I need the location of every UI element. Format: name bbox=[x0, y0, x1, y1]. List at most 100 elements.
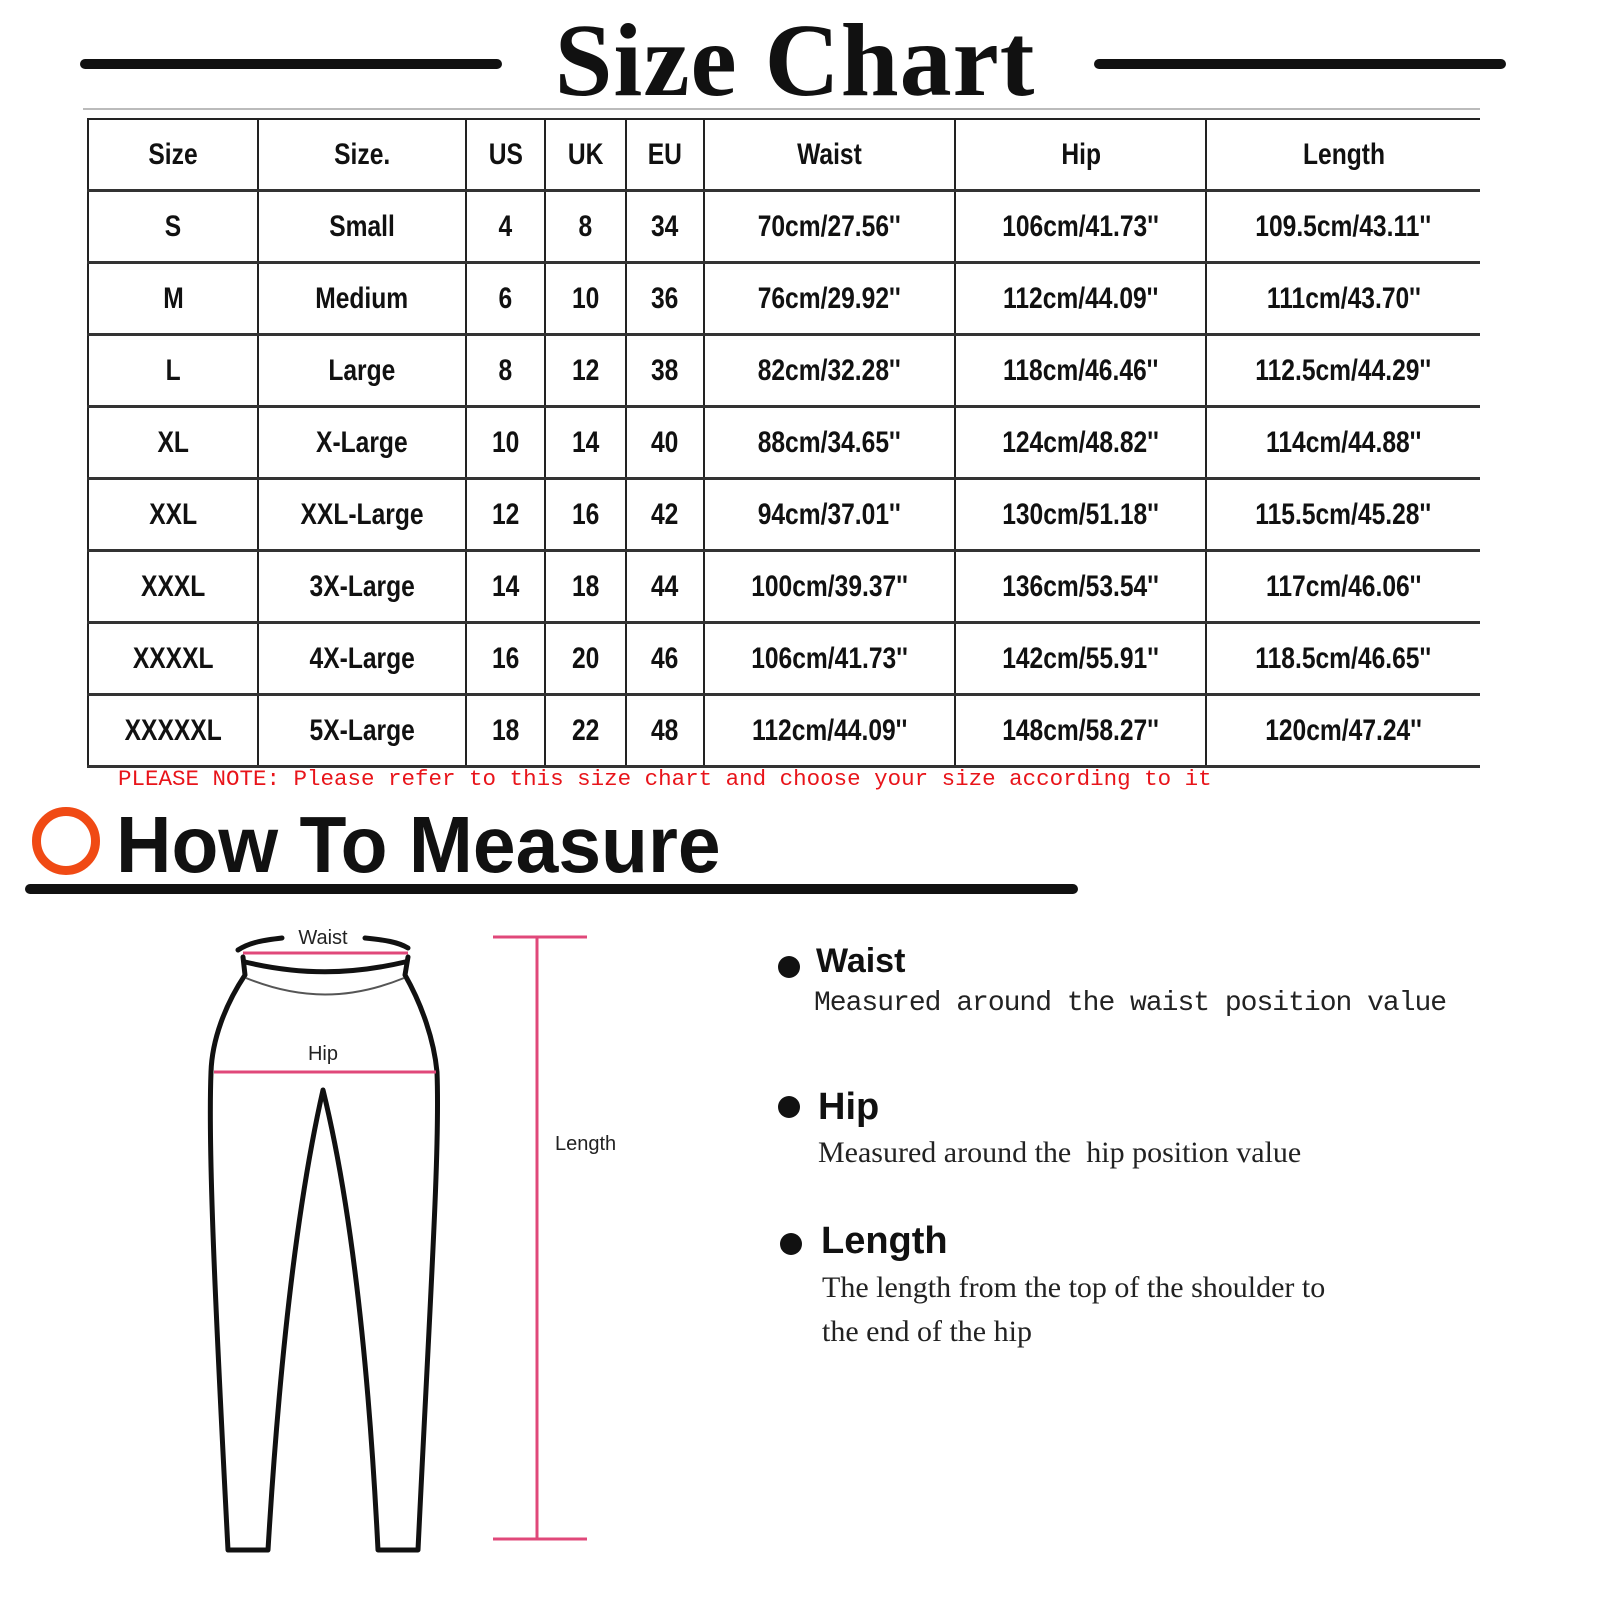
table-cell: L bbox=[86, 333, 260, 408]
waistband-edge bbox=[242, 959, 408, 975]
table-cell: 40 bbox=[624, 405, 705, 480]
column-header-label: Size. bbox=[333, 137, 390, 171]
table-cell: 20 bbox=[544, 621, 627, 696]
table-cell-text: 18 bbox=[491, 713, 520, 747]
table-cell-text: XXL bbox=[149, 497, 197, 531]
table-cell: 118cm/46.46'' bbox=[954, 333, 1208, 408]
table-cell: XXL-Large bbox=[257, 477, 467, 552]
table-cell-text: 46 bbox=[651, 641, 679, 675]
table-cell: 148cm/58.27'' bbox=[954, 693, 1208, 768]
measure-length-label: Length bbox=[821, 1220, 948, 1262]
measure-waist-desc: Measured around the waist position value bbox=[814, 988, 1447, 1019]
table-cell: 18 bbox=[464, 693, 547, 768]
table-row: XXXL 3X-Large 14 18 44 100cm/39.37'' 136cm/53.… bbox=[86, 549, 1480, 624]
table-cell-text: 82cm/32.28'' bbox=[757, 353, 901, 387]
table-cell-text: 148cm/58.27'' bbox=[1002, 713, 1160, 747]
table-cell: XXL bbox=[86, 477, 260, 552]
table-cell-text: 16 bbox=[571, 497, 600, 531]
table-cell: 130cm/51.18'' bbox=[954, 477, 1208, 552]
table-cell: 106cm/41.73'' bbox=[954, 189, 1208, 264]
table-top-border bbox=[83, 108, 1480, 110]
table-cell: 36 bbox=[624, 261, 705, 336]
table-cell-text: 124cm/48.82'' bbox=[1002, 425, 1160, 459]
table-cell: 44 bbox=[624, 549, 705, 624]
bullet-icon bbox=[780, 1233, 802, 1255]
table-cell-text: 20 bbox=[571, 641, 600, 675]
table-cell: 109.5cm/43.11'' bbox=[1205, 189, 1480, 264]
diagram-label-hip: Hip bbox=[308, 1043, 338, 1065]
table-cell-text: 8 bbox=[498, 353, 513, 387]
table-cell-text: 109.5cm/43.11'' bbox=[1255, 209, 1432, 243]
table-cell: 6 bbox=[464, 261, 547, 336]
table-cell-text: 16 bbox=[491, 641, 520, 675]
page-title: Size Chart bbox=[554, 3, 1036, 118]
table-row: XXXXL 4X-Large 16 20 46 106cm/41.73'' 142cm/55… bbox=[86, 621, 1480, 696]
table-cell: 70cm/27.56'' bbox=[702, 189, 957, 264]
table-cell-text: 117cm/46.06'' bbox=[1265, 569, 1422, 603]
table-cell: XXXL bbox=[86, 549, 260, 624]
measure-hip-desc: Measured around the hip position value bbox=[818, 1136, 1302, 1169]
table-row: XL X-Large 10 14 40 88cm/34.65'' 124cm/48.82''… bbox=[86, 405, 1480, 480]
table-cell: 14 bbox=[544, 405, 627, 480]
table-cell: 12 bbox=[544, 333, 627, 408]
table-cell-text: 44 bbox=[651, 569, 679, 603]
table-cell-text: XXXXL bbox=[132, 641, 214, 675]
table-row: L Large 8 12 38 82cm/32.28'' 118cm/46.46'' 112.… bbox=[86, 333, 1480, 408]
table-cell-text: 76cm/29.92'' bbox=[757, 281, 901, 315]
table-cell-text: 112.5cm/44.29'' bbox=[1255, 353, 1432, 387]
table-cell-text: X-Large bbox=[316, 425, 408, 459]
table-cell-text: 70cm/27.56'' bbox=[757, 209, 901, 243]
table-cell: 22 bbox=[544, 693, 627, 768]
table-cell: 112cm/44.09'' bbox=[702, 693, 957, 768]
table-cell: XXXXL bbox=[86, 621, 260, 696]
table-header-row: Size Size. US UK EU Waist Hip Length bbox=[86, 118, 1480, 192]
table-cell: 76cm/29.92'' bbox=[702, 261, 957, 336]
table-cell-text: 18 bbox=[571, 569, 600, 603]
table-cell: 136cm/53.54'' bbox=[954, 549, 1208, 624]
table-cell-text: 3X-Large bbox=[309, 569, 415, 603]
table-row: XXL XXL-Large 12 16 42 94cm/37.01'' 130cm/51.1… bbox=[86, 477, 1480, 552]
table-cell: Large bbox=[257, 333, 467, 408]
table-cell: 114cm/44.88'' bbox=[1205, 405, 1480, 480]
column-header-label: EU bbox=[647, 137, 682, 171]
table-cell: 4X-Large bbox=[257, 621, 467, 696]
table-cell-text: 130cm/51.18'' bbox=[1002, 497, 1160, 531]
table-cell: 5X-Large bbox=[257, 693, 467, 768]
table-row: XXXXXL 5X-Large 18 22 48 112cm/44.09'' 148cm/5… bbox=[86, 693, 1480, 768]
diagram-label-length: Length bbox=[555, 1133, 616, 1155]
table-cell: 3X-Large bbox=[257, 549, 467, 624]
column-header: Waist bbox=[702, 118, 957, 192]
column-header: Hip bbox=[954, 118, 1208, 192]
table-cell: Medium bbox=[257, 261, 467, 336]
table-cell: 8 bbox=[544, 189, 627, 264]
table-cell-text: 111cm/43.70'' bbox=[1266, 281, 1421, 315]
measure-waist-label: Waist bbox=[816, 942, 906, 980]
table-cell-text: L bbox=[165, 353, 181, 387]
table-cell-text: 88cm/34.65'' bbox=[757, 425, 901, 459]
column-header: EU bbox=[624, 118, 705, 192]
table-cell-text: 118cm/46.46'' bbox=[1003, 353, 1159, 387]
how-to-rule bbox=[25, 884, 1078, 894]
table-cell: M bbox=[86, 261, 260, 336]
table-cell-text: 12 bbox=[491, 497, 520, 531]
table-cell-text: 10 bbox=[491, 425, 520, 459]
table-cell-text: 106cm/41.73'' bbox=[751, 641, 908, 675]
table-row: S Small 4 8 34 70cm/27.56'' 106cm/41.73'' 109.5… bbox=[86, 189, 1480, 264]
table-cell-text: 12 bbox=[571, 353, 600, 387]
table-row: M Medium 6 10 36 76cm/29.92'' 112cm/44.09'' 111… bbox=[86, 261, 1480, 336]
table-cell: 10 bbox=[464, 405, 547, 480]
table-cell: 10 bbox=[544, 261, 627, 336]
table-cell: 14 bbox=[464, 549, 547, 624]
table-cell-text: 114cm/44.88'' bbox=[1265, 425, 1422, 459]
table-cell-text: 4 bbox=[498, 209, 513, 243]
table-cell: X-Large bbox=[257, 405, 467, 480]
table-cell: Small bbox=[257, 189, 467, 264]
column-header: US bbox=[464, 118, 547, 192]
column-header-label: Waist bbox=[797, 137, 862, 171]
measure-length-desc-2: the end of the hip bbox=[822, 1315, 1032, 1348]
table-cell: 112.5cm/44.29'' bbox=[1205, 333, 1480, 408]
table-cell-text: 94cm/37.01'' bbox=[757, 497, 901, 531]
table-cell: 88cm/34.65'' bbox=[702, 405, 957, 480]
column-header-label: Size bbox=[148, 137, 198, 171]
table-cell-text: 6 bbox=[498, 281, 513, 315]
